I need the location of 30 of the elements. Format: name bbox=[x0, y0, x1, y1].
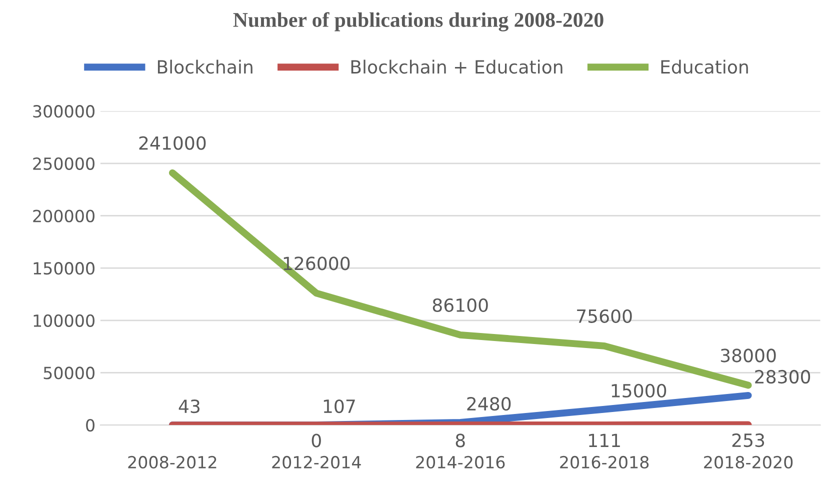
data-label: 253 bbox=[732, 433, 764, 448]
data-label: 107 bbox=[324, 399, 355, 414]
data-label: 111 bbox=[589, 434, 620, 447]
data-label: 2480 bbox=[467, 396, 511, 411]
x-tick-label: 2008-2012 bbox=[128, 456, 216, 468]
x-tick-label: 2016-2018 bbox=[560, 456, 649, 468]
data-label: 241000 bbox=[139, 136, 206, 150]
data-label: 28300 bbox=[755, 370, 810, 384]
legend-label: Blockchain + Education bbox=[351, 60, 562, 74]
y-tick-label: 50000 bbox=[44, 366, 94, 380]
data-label: 75600 bbox=[577, 309, 632, 323]
x-tick-label: 2012-2014 bbox=[272, 456, 361, 468]
legend-label: Education bbox=[661, 60, 748, 74]
data-label: 0 bbox=[312, 434, 321, 448]
data-label: 15000 bbox=[612, 384, 666, 398]
y-tick-label: 0 bbox=[86, 419, 94, 432]
data-label: 8 bbox=[456, 434, 465, 448]
y-tick-label: 200000 bbox=[33, 210, 94, 222]
chart-title: Number of publications during 2008-2020 bbox=[233, 12, 604, 32]
x-tick-label: 2014-2016 bbox=[416, 456, 505, 468]
x-tick-label: 2018-2020 bbox=[704, 456, 793, 468]
data-label: 126000 bbox=[284, 256, 350, 270]
data-label: 43 bbox=[178, 400, 200, 414]
y-tick-label: 300000 bbox=[33, 105, 94, 118]
data-label: 86100 bbox=[432, 298, 488, 312]
y-tick-label: 250000 bbox=[33, 157, 94, 170]
y-tick-label: 150000 bbox=[34, 262, 94, 275]
y-tick-label: 100000 bbox=[34, 314, 94, 327]
legend-label: Blockchain bbox=[158, 60, 252, 74]
data-label: 38000 bbox=[720, 348, 776, 362]
